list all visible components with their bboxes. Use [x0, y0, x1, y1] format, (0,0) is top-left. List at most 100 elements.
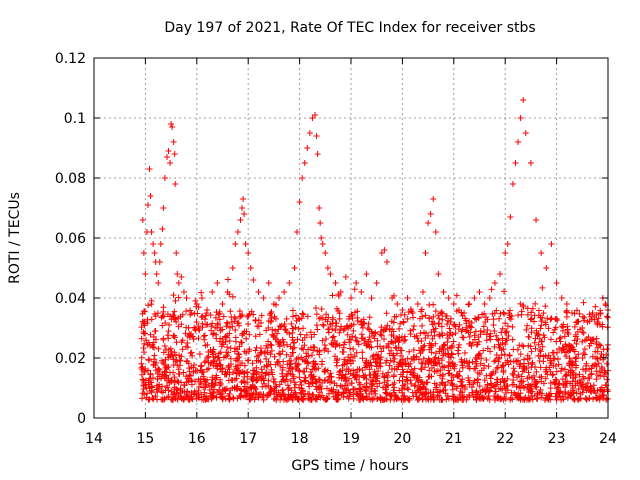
noise-point	[412, 382, 419, 389]
noise-point	[496, 355, 503, 362]
x-tick-label: 22	[496, 431, 514, 447]
noise-point	[289, 396, 296, 403]
noise-point	[268, 347, 275, 354]
data-point	[255, 289, 262, 295]
noise-point	[340, 327, 347, 334]
noise-point	[141, 330, 148, 337]
data-point	[502, 250, 509, 256]
noise-point	[312, 396, 319, 403]
noise-point	[473, 396, 480, 403]
noise-point	[460, 334, 467, 341]
noise-point	[290, 373, 297, 380]
noise-point	[268, 342, 275, 349]
noise-point	[467, 323, 474, 330]
noise-point	[531, 339, 538, 346]
data-point	[245, 250, 252, 256]
noise-point	[519, 342, 526, 349]
noise-point	[570, 389, 577, 396]
noise-point	[283, 315, 290, 322]
noise-point	[537, 325, 544, 332]
noise-point	[588, 384, 595, 391]
noise-point	[390, 372, 397, 379]
noise-point	[550, 329, 557, 336]
noise-point	[553, 338, 560, 345]
noise-point	[406, 348, 413, 355]
noise-point	[188, 364, 195, 371]
noise-point	[476, 371, 483, 378]
noise-point	[374, 383, 381, 390]
noise-point	[593, 368, 600, 375]
noise-point	[395, 339, 402, 346]
noise-point	[501, 288, 508, 295]
noise-point	[336, 310, 343, 317]
noise-point	[386, 362, 393, 369]
noise-point	[293, 356, 300, 363]
noise-point	[289, 307, 296, 314]
noise-point	[216, 350, 223, 357]
noise-point	[445, 395, 452, 402]
noise-point	[156, 373, 163, 380]
noise-point	[259, 383, 266, 390]
noise-point	[520, 343, 527, 350]
noise-point	[590, 396, 597, 403]
noise-point	[270, 378, 277, 385]
noise-point	[499, 362, 506, 369]
x-tick-label: 14	[85, 431, 103, 447]
noise-point	[332, 327, 339, 334]
noise-point	[350, 371, 357, 378]
noise-point	[589, 353, 596, 360]
noise-point	[539, 390, 546, 397]
noise-point	[223, 319, 230, 326]
noise-point	[227, 355, 234, 362]
data-point	[209, 289, 216, 295]
noise-point	[401, 311, 408, 318]
noise-point	[287, 364, 294, 371]
noise-point	[287, 353, 294, 360]
noise-point	[547, 316, 554, 323]
noise-point	[204, 354, 211, 361]
noise-point	[207, 312, 214, 319]
noise-point	[325, 373, 332, 380]
noise-point	[388, 347, 395, 354]
noise-point	[294, 362, 301, 369]
noise-point	[426, 314, 433, 321]
noise-point	[518, 373, 525, 380]
noise-point	[595, 360, 602, 367]
noise-point	[561, 333, 568, 340]
data-point	[173, 250, 180, 256]
noise-point	[219, 394, 226, 401]
noise-point	[166, 313, 173, 320]
noise-point	[528, 325, 535, 332]
noise-point	[177, 389, 184, 396]
noise-point	[141, 349, 148, 356]
noise-point	[569, 360, 576, 367]
noise-point	[571, 348, 578, 355]
noise-point	[372, 329, 379, 336]
noise-point	[494, 364, 501, 371]
noise-point	[466, 340, 473, 347]
noise-point	[226, 330, 233, 337]
noise-point	[582, 337, 589, 344]
noise-point	[452, 330, 459, 337]
noise-point	[148, 316, 155, 323]
noise-point	[238, 387, 245, 394]
noise-point	[209, 376, 216, 383]
noise-point	[555, 361, 562, 368]
noise-point	[423, 379, 430, 386]
noise-point	[209, 331, 216, 338]
noise-point	[383, 310, 390, 317]
noise-point	[359, 355, 366, 362]
noise-point	[298, 345, 305, 352]
noise-point	[307, 344, 314, 351]
noise-point	[441, 363, 448, 370]
noise-point	[234, 346, 241, 353]
noise-point	[592, 361, 599, 368]
noise-point	[553, 368, 560, 375]
noise-point	[172, 358, 179, 365]
noise-point	[244, 368, 251, 375]
noise-point	[477, 331, 484, 338]
noise-point	[491, 328, 498, 335]
noise-point	[567, 345, 574, 352]
noise-point	[547, 368, 554, 375]
noise-point	[461, 386, 468, 393]
